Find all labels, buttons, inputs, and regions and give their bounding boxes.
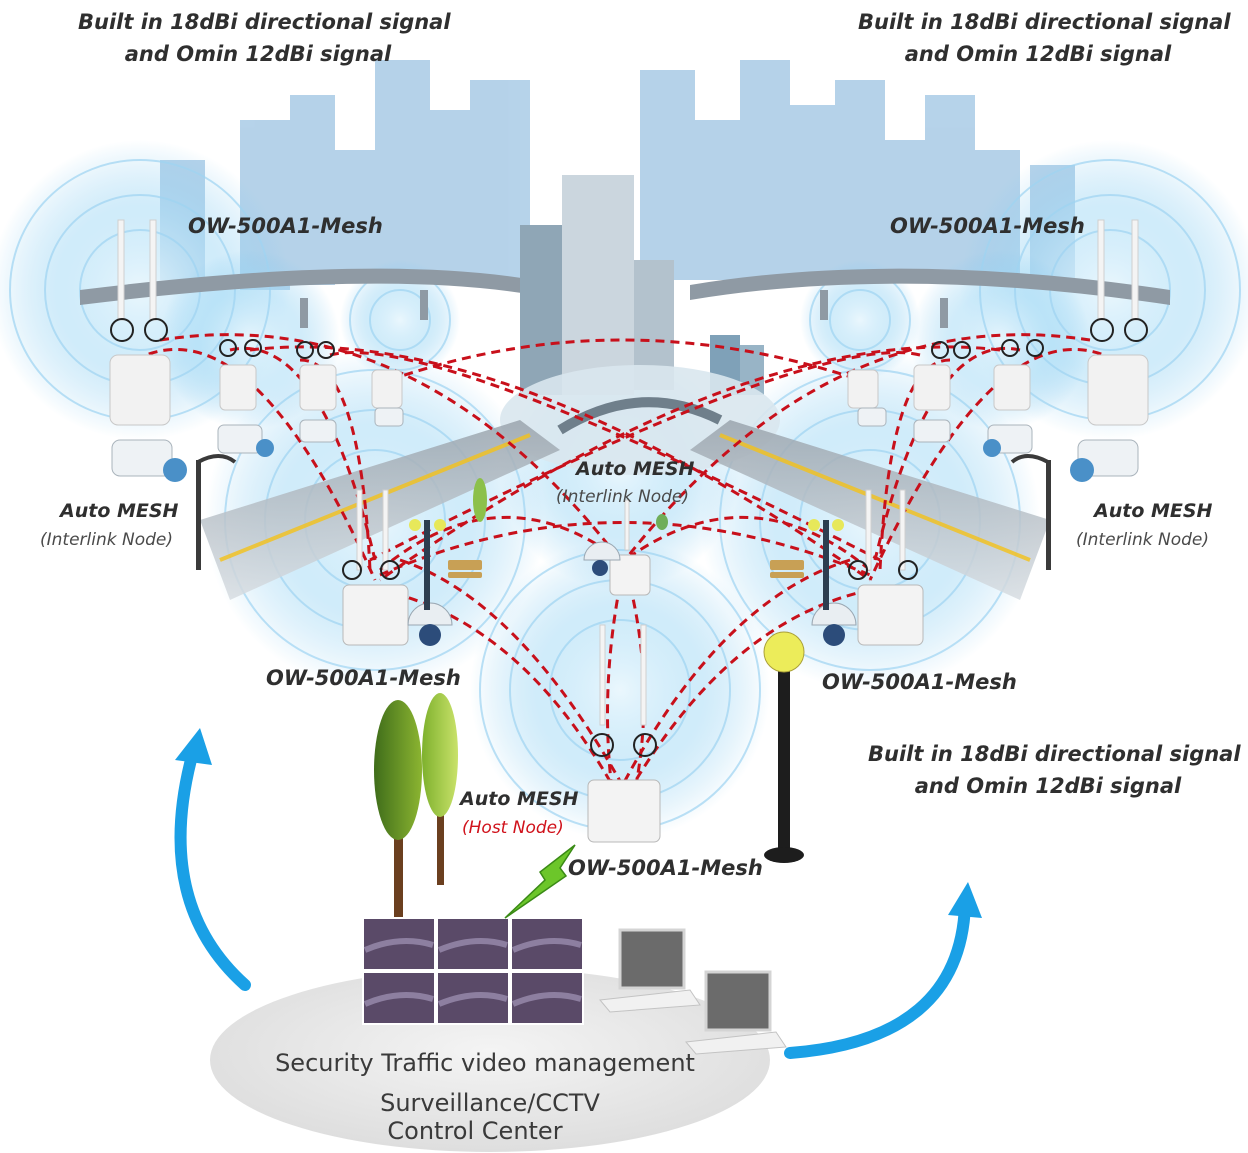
access-point-icon bbox=[587, 624, 661, 843]
access-point-icon bbox=[847, 339, 1044, 411]
node-model-top-left: OW-500A1-Mesh bbox=[188, 214, 383, 238]
control-center-title: Security Traffic video management bbox=[275, 1049, 695, 1077]
flow-arrow-left bbox=[174, 728, 251, 991]
dome-camera-icon bbox=[407, 541, 857, 646]
bench-icon bbox=[448, 560, 804, 578]
auto-mesh-right-role: (Interlink Node) bbox=[1076, 530, 1210, 550]
node-model-mid-right: OW-500A1-Mesh bbox=[822, 670, 1017, 694]
flow-arrow-right bbox=[784, 882, 982, 1059]
auto-mesh-left-label: Auto MESH bbox=[60, 500, 179, 522]
auto-mesh-center-role: (Interlink Node) bbox=[556, 487, 690, 507]
auto-mesh-right-label: Auto MESH bbox=[1094, 500, 1213, 522]
signal-caption-top-left: Built in 18dBi directional signal and Omi… bbox=[78, 10, 451, 66]
node-model-top-right: OW-500A1-Mesh bbox=[890, 214, 1085, 238]
auto-mesh-host-role: (Host Node) bbox=[462, 818, 564, 838]
street-lamp-icon bbox=[196, 454, 1051, 863]
node-model-host: OW-500A1-Mesh bbox=[568, 856, 763, 880]
control-center-subtitle: Surveillance/CCTV bbox=[380, 1089, 600, 1117]
auto-mesh-host-label: Auto MESH bbox=[460, 788, 579, 810]
control-center-area bbox=[210, 968, 770, 1152]
wireless-link-icon bbox=[504, 844, 576, 919]
access-point-icon bbox=[848, 489, 924, 646]
access-point-icon bbox=[342, 489, 409, 646]
auto-mesh-center-label: Auto MESH bbox=[576, 458, 695, 480]
camera-icon bbox=[111, 407, 404, 482]
monitor-icon bbox=[599, 928, 787, 1055]
access-point-icon bbox=[1087, 219, 1149, 426]
signal-caption-bottom-right: Built in 18dBi directional signal and Omi… bbox=[868, 742, 1241, 798]
node-model-mid-left: OW-500A1-Mesh bbox=[266, 666, 461, 690]
video-wall bbox=[362, 917, 584, 1025]
control-center-name: Control Center bbox=[387, 1117, 563, 1145]
highway bbox=[80, 268, 1170, 328]
camera-icon bbox=[857, 407, 1139, 482]
access-point-icon bbox=[219, 339, 403, 411]
signal-coverage bbox=[0, 140, 1248, 840]
access-point-icon bbox=[109, 219, 171, 426]
tree-icon bbox=[374, 478, 668, 940]
signal-caption-top-right: Built in 18dBi directional signal and Omi… bbox=[858, 10, 1231, 66]
access-point-icon bbox=[609, 499, 651, 596]
auto-mesh-left-role: (Interlink Node) bbox=[40, 530, 174, 550]
